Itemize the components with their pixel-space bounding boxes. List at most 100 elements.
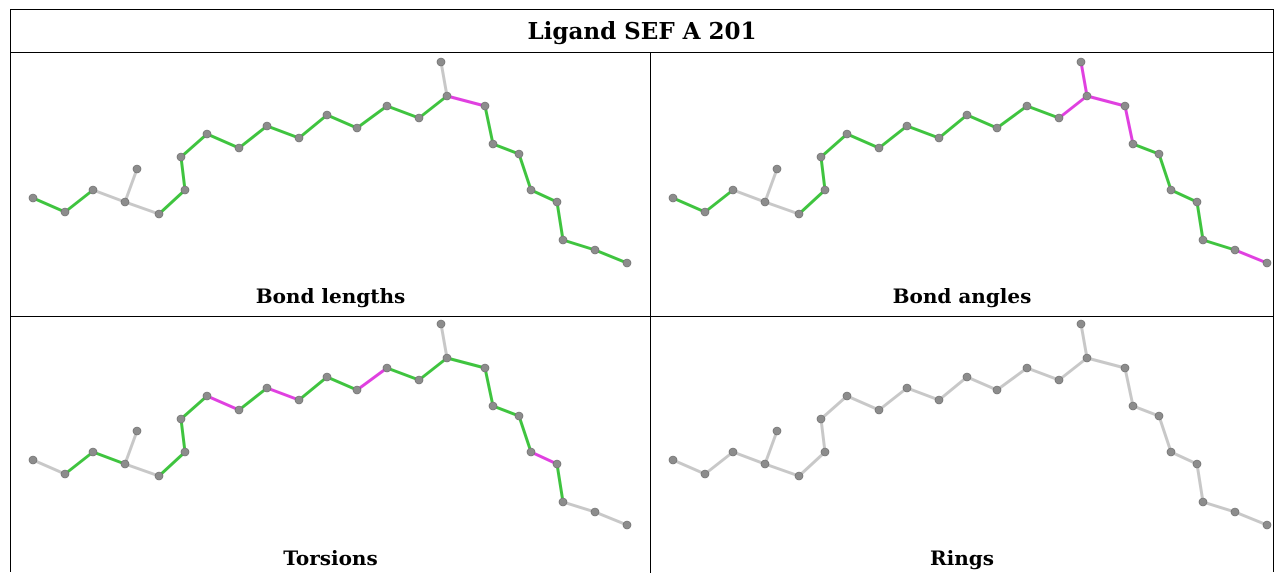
validation-figure: Ligand SEF A 201 Bond lengths Bond angle… [10, 9, 1274, 573]
atom [294, 395, 304, 405]
bond [1131, 142, 1161, 156]
atom [262, 383, 272, 393]
atom [234, 405, 244, 415]
bond [1131, 404, 1161, 418]
atom [414, 113, 424, 123]
bond [1169, 188, 1199, 204]
atom [526, 447, 536, 457]
atom [874, 405, 884, 415]
atom [514, 149, 524, 159]
atom [590, 507, 600, 517]
bond [1169, 450, 1199, 466]
atom [962, 372, 972, 382]
bond [1057, 356, 1089, 382]
figure-title: Ligand SEF A 201 [11, 10, 1273, 53]
atom [558, 497, 568, 507]
bond [157, 188, 187, 216]
bond [63, 188, 95, 214]
atom [962, 110, 972, 120]
bond [179, 132, 209, 159]
bond [937, 113, 969, 140]
atom [234, 143, 244, 153]
bond [179, 417, 187, 454]
bond [877, 124, 909, 150]
atom [202, 391, 212, 401]
bond [1123, 366, 1135, 408]
atom [1166, 447, 1176, 457]
bond [1025, 366, 1061, 382]
atom [436, 319, 446, 329]
bond [179, 155, 187, 192]
atom [558, 235, 568, 245]
atom [820, 447, 830, 457]
molecule-diagram-rings [668, 319, 1272, 530]
bond [325, 375, 359, 392]
atom [700, 207, 710, 217]
bond [1025, 104, 1061, 120]
bond [123, 462, 161, 478]
bond [297, 113, 329, 140]
atom [1192, 459, 1202, 469]
atom [874, 143, 884, 153]
atom [322, 372, 332, 382]
atom [180, 185, 190, 195]
atom [1076, 319, 1086, 329]
atom [1054, 375, 1064, 385]
bond [965, 375, 999, 392]
bond [937, 375, 969, 402]
atom [28, 193, 38, 203]
bond [731, 188, 767, 204]
bond [91, 450, 127, 466]
bond [593, 510, 629, 527]
atom [132, 164, 142, 174]
bond [123, 429, 139, 466]
bond [445, 356, 487, 370]
atom [842, 129, 852, 139]
bond [561, 500, 597, 514]
atom [442, 353, 452, 363]
bond [995, 104, 1029, 130]
bond [491, 404, 521, 418]
atom [382, 101, 392, 111]
atom [760, 197, 770, 207]
atom [322, 110, 332, 120]
atom [1154, 149, 1164, 159]
atom [1166, 185, 1176, 195]
bond [819, 132, 849, 159]
atom [1120, 101, 1130, 111]
bond [417, 356, 449, 382]
bond [797, 188, 827, 216]
atom [816, 414, 826, 424]
atom [794, 209, 804, 219]
atom [552, 197, 562, 207]
atom [1198, 497, 1208, 507]
bond [385, 104, 421, 120]
bond [905, 124, 941, 140]
atom [294, 133, 304, 143]
bond [1201, 238, 1237, 252]
bond [1123, 104, 1135, 146]
bond [555, 200, 565, 242]
atom [1230, 245, 1240, 255]
atom [622, 520, 632, 530]
atom [700, 469, 710, 479]
bond [965, 113, 999, 130]
bond [995, 366, 1029, 392]
atom [668, 455, 678, 465]
atom [176, 152, 186, 162]
atom [382, 363, 392, 373]
atom [728, 447, 738, 457]
bond [491, 142, 521, 156]
bond [1157, 152, 1173, 192]
atom [760, 459, 770, 469]
atom [88, 447, 98, 457]
atom [414, 375, 424, 385]
bond [237, 124, 269, 150]
atom [772, 426, 782, 436]
atom [1076, 57, 1086, 67]
panel-caption-rings: Rings [929, 546, 994, 570]
bond [1195, 200, 1205, 242]
bond [593, 248, 629, 265]
bond [797, 450, 827, 478]
atom [488, 401, 498, 411]
